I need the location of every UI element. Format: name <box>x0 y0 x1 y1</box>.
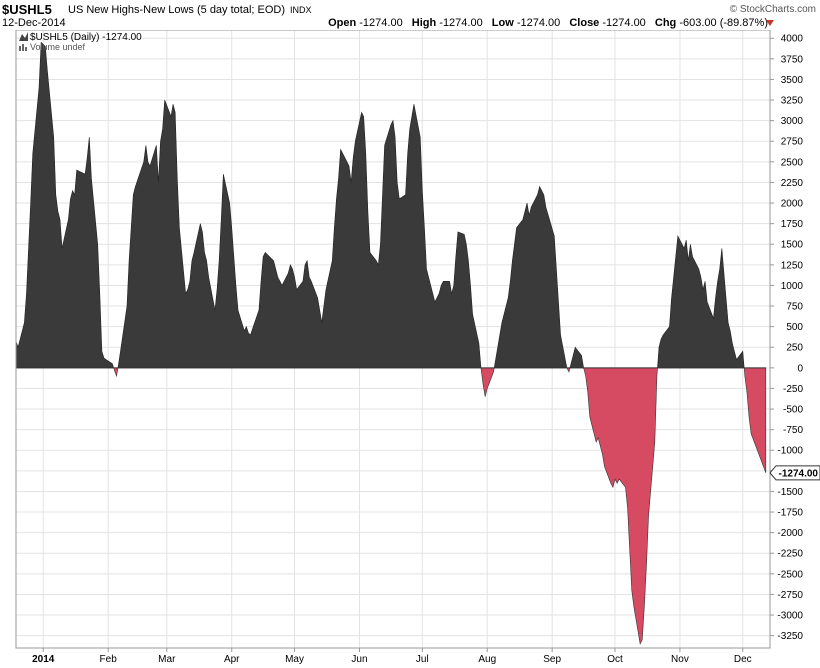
y-tick-label: 3750 <box>781 54 804 65</box>
open-value: -1274.00 <box>359 17 403 29</box>
title-row: $USHL5 US New Highs-New Lows (5 day tota… <box>0 2 820 18</box>
x-tick-label: Apr <box>224 654 240 665</box>
y-tick-label: 1250 <box>781 260 804 271</box>
high-value: -1274.00 <box>439 17 483 29</box>
chart-title: US New Highs-New Lows (5 day total; EOD)… <box>68 4 312 16</box>
x-tick-label: Mar <box>158 654 176 665</box>
x-tick-label: Oct <box>607 654 623 665</box>
date-label: 12-Dec-2014 <box>2 17 66 29</box>
close-label: Close <box>569 17 600 29</box>
y-tick-label: -500 <box>783 405 803 416</box>
chg-label: Chg <box>654 17 677 29</box>
legend: $USHL5 (Daily) -1274.00 Volume undef <box>19 32 142 52</box>
y-tick-label: -1500 <box>777 487 803 498</box>
y-tick-label: 2750 <box>781 137 804 148</box>
y-tick-label: 2000 <box>781 199 804 210</box>
open-label: Open <box>328 17 357 29</box>
y-tick-label: -2000 <box>777 528 803 539</box>
y-tick-label: 3500 <box>781 75 804 86</box>
chart-area: 4000375035003250300027502500225020001750… <box>15 30 820 665</box>
volume-bars-icon <box>19 44 27 51</box>
x-tick-label: Dec <box>734 654 752 665</box>
x-tick-label: Nov <box>671 654 689 665</box>
down-arrow-icon <box>766 20 774 26</box>
high-label: High <box>411 17 437 29</box>
x-tick-label: Feb <box>100 654 118 665</box>
last-value-box <box>769 465 820 481</box>
low-label: Low <box>491 17 514 29</box>
close-value: -1274.00 <box>602 17 646 29</box>
y-axis: 4000375035003250300027502500225020001750… <box>770 34 803 642</box>
brand-label: © StockCharts.com <box>729 4 816 15</box>
y-tick-label: -1750 <box>777 508 803 519</box>
ohlc-readout: Open -1274.00 High -1274.00 Low -1274.00… <box>328 17 768 29</box>
x-axis: 2014 Feb Mar Apr May Jun Jul Aug Sep Oct Nov Dec <box>32 648 752 665</box>
last-value-label: -1274.00 <box>779 468 819 479</box>
y-tick-label: -2250 <box>777 549 803 560</box>
y-tick-label: -1000 <box>777 446 803 457</box>
x-tick-label: Aug <box>478 654 496 665</box>
y-tick-label: -250 <box>783 384 803 395</box>
y-tick-label: -2500 <box>777 569 803 580</box>
y-tick-label: 2250 <box>781 178 804 189</box>
chg-value: -603.00 (-89.87%) <box>679 17 768 29</box>
y-tick-label: 1750 <box>781 219 804 230</box>
plot-frame <box>15 30 771 649</box>
y-tick-label: 2500 <box>781 157 804 168</box>
y-tick-label: -2750 <box>777 590 803 601</box>
symbol-label: $USHL5 <box>2 2 52 17</box>
y-tick-label: 4000 <box>781 34 804 45</box>
area-series-icon <box>19 32 28 41</box>
x-tick-label: May <box>285 654 304 665</box>
y-tick-label: 1500 <box>781 240 804 251</box>
chart-title-text: US New Highs-New Lows (5 day total; EOD) <box>68 4 286 16</box>
y-tick-label: 3250 <box>781 96 804 107</box>
x-tick-label: Jun <box>351 654 367 665</box>
legend-volume-label: Volume undef <box>30 42 86 52</box>
legend-series-label: $USHL5 (Daily) -1274.00 <box>30 32 142 43</box>
last-value-marker: -1274.00 <box>769 465 820 481</box>
y-tick-label: 750 <box>786 302 803 313</box>
y-tick-label: -3250 <box>777 631 803 642</box>
y-tick-label: 3000 <box>781 116 804 127</box>
subtitle-row: 12-Dec-2014 Open -1274.00 High -1274.00 … <box>0 17 820 30</box>
positive-area <box>15 41 766 369</box>
y-tick-label: 0 <box>797 363 803 374</box>
y-tick-label: 1000 <box>781 281 804 292</box>
x-tick-label: 2014 <box>32 654 55 665</box>
x-tick-label: Jul <box>416 654 429 665</box>
x-tick-label: Sep <box>543 654 561 665</box>
y-tick-label: 500 <box>786 322 803 333</box>
low-value: -1274.00 <box>516 17 561 29</box>
y-tick-label: 250 <box>786 343 803 354</box>
exchange-label: INDX <box>290 5 312 15</box>
y-tick-label: -750 <box>783 425 803 436</box>
y-tick-label: -3000 <box>777 611 803 622</box>
